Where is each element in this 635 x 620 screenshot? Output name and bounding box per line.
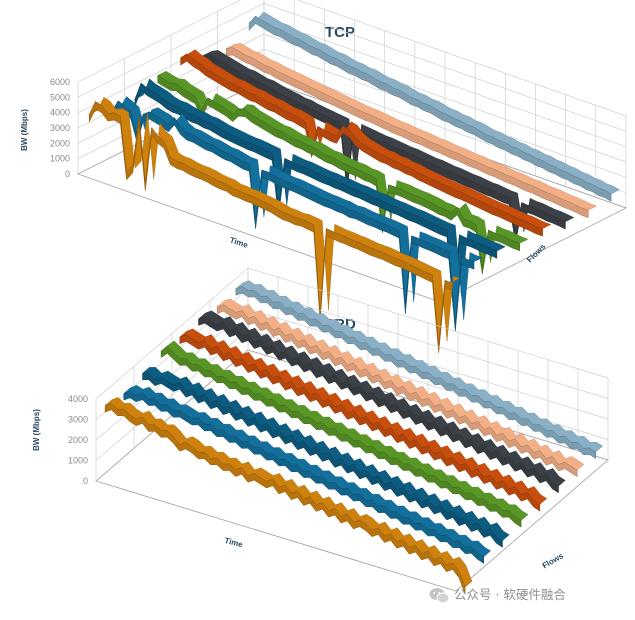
y-tick-label: 6000 (50, 77, 70, 87)
z-axis-label: Flows (541, 551, 566, 570)
ribbon-front (111, 100, 475, 332)
y-tick-label: 4000 (68, 394, 88, 404)
series-ribbon (104, 397, 473, 594)
watermark: 公众号 · 软硬件融合 (429, 587, 566, 604)
ribbon-top (217, 298, 585, 471)
ribbon-front (104, 403, 466, 594)
x-axis-label: Time (229, 235, 250, 249)
ribbon-front (226, 47, 589, 218)
y-axis-label: BW (Mbps) (20, 109, 29, 151)
series-ribbon (134, 78, 506, 309)
watermark-text: 公众号 · 软硬件融合 (454, 587, 566, 602)
series-ribbon (180, 49, 552, 237)
y-tick-label: 0 (65, 169, 70, 179)
ribbon-front (134, 82, 498, 309)
ribbon-front (198, 316, 559, 494)
wechat-icon (429, 588, 450, 604)
series-ribbon (248, 11, 620, 202)
series-ribbon (88, 97, 461, 354)
series-ribbon (179, 328, 548, 512)
ribbon-front (216, 304, 578, 478)
y-tick-label: 1000 (50, 154, 70, 164)
chart-title: TCP (325, 24, 355, 41)
y-tick-labels: 0 1000 2000 3000 4000 (68, 394, 88, 486)
series-ribbon (226, 43, 598, 218)
ribbon-front (88, 101, 452, 354)
y-tick-label: 4000 (50, 108, 70, 118)
y-tick-label: 5000 (50, 92, 70, 102)
series-ribbon (160, 340, 529, 528)
y-tick-label: 2000 (50, 138, 70, 148)
ribbon-front (248, 15, 612, 202)
ribbon-front (160, 346, 522, 528)
series-group (88, 11, 620, 354)
ribbon-front (235, 286, 597, 460)
series-group (104, 280, 604, 594)
x-axis-label: Time (224, 536, 245, 550)
y-tick-label: 2000 (68, 435, 88, 445)
ribbon-front (157, 74, 520, 275)
ribbon-front (179, 334, 541, 512)
y-tick-label: 3000 (50, 123, 70, 133)
y-axis-label: BW (Mbps) (32, 409, 41, 451)
y-tick-label: 1000 (68, 456, 88, 466)
y-tick-labels: 0 1000 2000 3000 4000 5000 6000 (50, 77, 70, 179)
series-ribbon (198, 310, 566, 494)
y-tick-label: 0 (83, 476, 88, 486)
chart-grid (76, 0, 628, 303)
y-tick-label: 3000 (68, 415, 88, 425)
ribbon-front (123, 391, 485, 564)
z-axis-label: Flows (525, 242, 548, 265)
series-ribbon (111, 96, 483, 332)
series-ribbon (123, 385, 491, 564)
ribbon-front (142, 372, 503, 548)
series-ribbon (141, 367, 510, 548)
series-ribbon (216, 298, 585, 478)
series-ribbon (235, 280, 604, 460)
ribbon-front (180, 53, 543, 237)
